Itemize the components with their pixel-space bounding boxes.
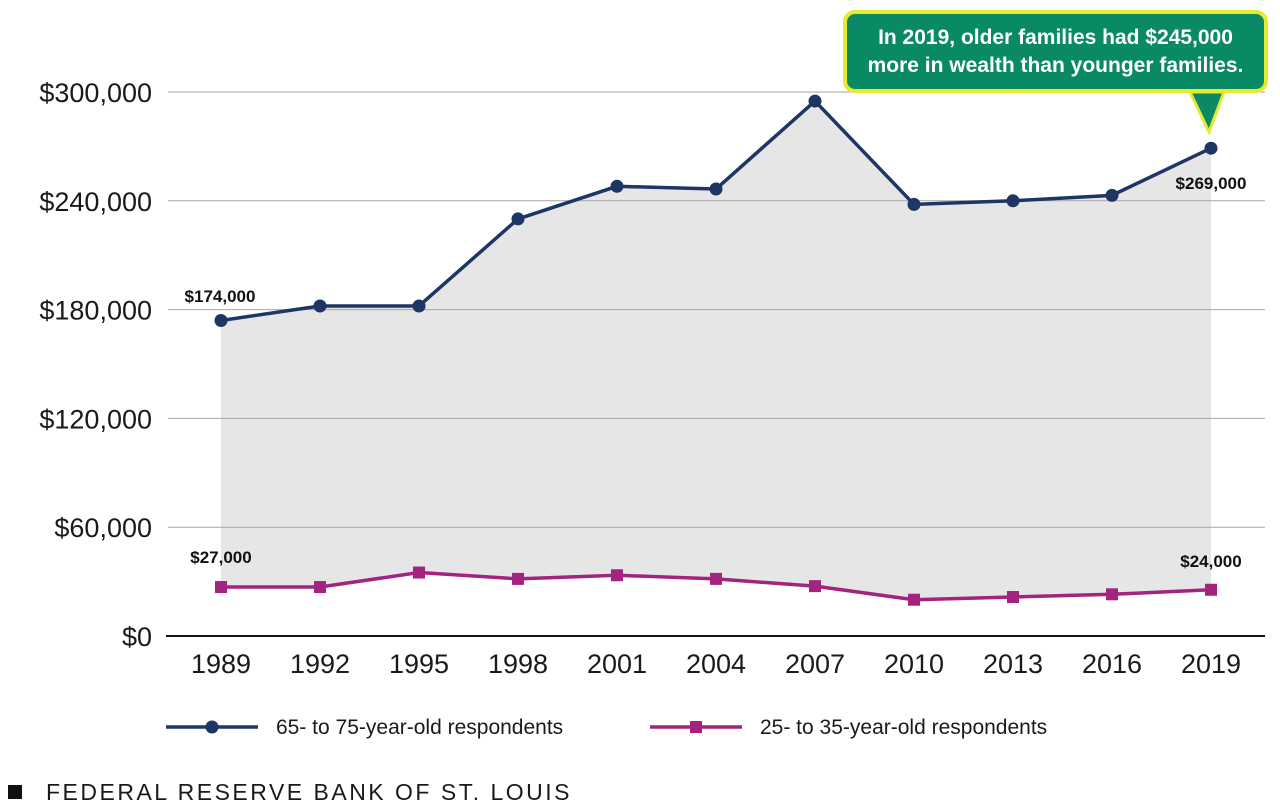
label-older-last: $269,000 <box>1176 174 1247 193</box>
y-tick-label: $300,000 <box>39 78 152 108</box>
y-tick-label: $120,000 <box>39 404 152 434</box>
data-point <box>412 299 426 313</box>
source-text: FEDERAL RESERVE BANK OF ST. LOUIS <box>46 778 573 805</box>
data-point <box>1204 141 1218 155</box>
data-labels: $174,000 $269,000 $27,000 $24,000 <box>185 174 1247 571</box>
data-point <box>1007 591 1019 604</box>
callout-line-1: In 2019, older families had $245,000 <box>878 25 1233 49</box>
data-point <box>512 572 524 585</box>
callout-annotation: In 2019, older families had $245,000 mor… <box>843 10 1268 93</box>
legend-label-older: 65- to 75-year-old respondents <box>276 716 563 739</box>
series-younger <box>215 566 1217 606</box>
x-tick-label: 1995 <box>389 649 449 679</box>
source-credit: FEDERAL RESERVE BANK OF ST. LOUIS <box>8 777 572 807</box>
data-point <box>610 179 624 193</box>
data-point <box>511 212 525 226</box>
x-tick-label: 2019 <box>1181 649 1241 679</box>
data-series <box>214 94 1218 606</box>
x-tick-label: 1998 <box>488 649 548 679</box>
data-point <box>1105 188 1119 202</box>
x-tick-label: 2001 <box>587 649 647 679</box>
data-point <box>611 569 623 582</box>
y-tick-label: $0 <box>122 622 152 652</box>
x-tick-label: 1989 <box>191 649 251 679</box>
tick-labels: $0 $60,000 $120,000 $180,000 $240,000 $300,00… <box>39 78 1241 679</box>
x-tick-label: 2007 <box>785 649 845 679</box>
legend: 65- to 75-year-old respondents 25- to 35… <box>166 716 1047 739</box>
legend-marker-older <box>205 720 219 734</box>
callout-pointer <box>1187 90 1227 136</box>
label-younger-first: $27,000 <box>190 548 251 567</box>
callout-line-2: more in wealth than younger families. <box>867 53 1244 77</box>
data-point <box>413 566 425 579</box>
data-point <box>313 299 327 313</box>
data-point <box>1006 194 1020 208</box>
legend-marker-younger <box>690 721 702 733</box>
label-younger-last: $24,000 <box>1180 552 1241 571</box>
x-tick-label: 2004 <box>686 649 746 679</box>
data-point <box>709 182 723 196</box>
data-point <box>809 580 821 593</box>
data-point <box>214 313 228 327</box>
label-older-first: $174,000 <box>185 287 256 306</box>
data-point <box>908 593 920 606</box>
data-point <box>314 581 326 594</box>
y-tick-label: $60,000 <box>54 513 152 543</box>
series-older <box>214 94 1218 327</box>
x-tick-label: 2013 <box>983 649 1043 679</box>
data-point <box>1106 588 1118 601</box>
y-tick-label: $240,000 <box>39 187 152 217</box>
x-tick-label: 1992 <box>290 649 350 679</box>
gridlines <box>168 91 1265 528</box>
source-square-icon <box>8 785 22 799</box>
data-point <box>808 94 822 108</box>
data-point <box>1205 583 1217 596</box>
wealth-gap-shaded-area <box>221 101 1211 600</box>
legend-label-younger: 25- to 35-year-old respondents <box>760 716 1047 739</box>
data-point <box>907 197 921 211</box>
x-tick-label: 2016 <box>1082 649 1142 679</box>
data-point <box>215 581 227 594</box>
data-point <box>710 572 722 585</box>
y-tick-label: $180,000 <box>39 296 152 326</box>
x-tick-label: 2010 <box>884 649 944 679</box>
